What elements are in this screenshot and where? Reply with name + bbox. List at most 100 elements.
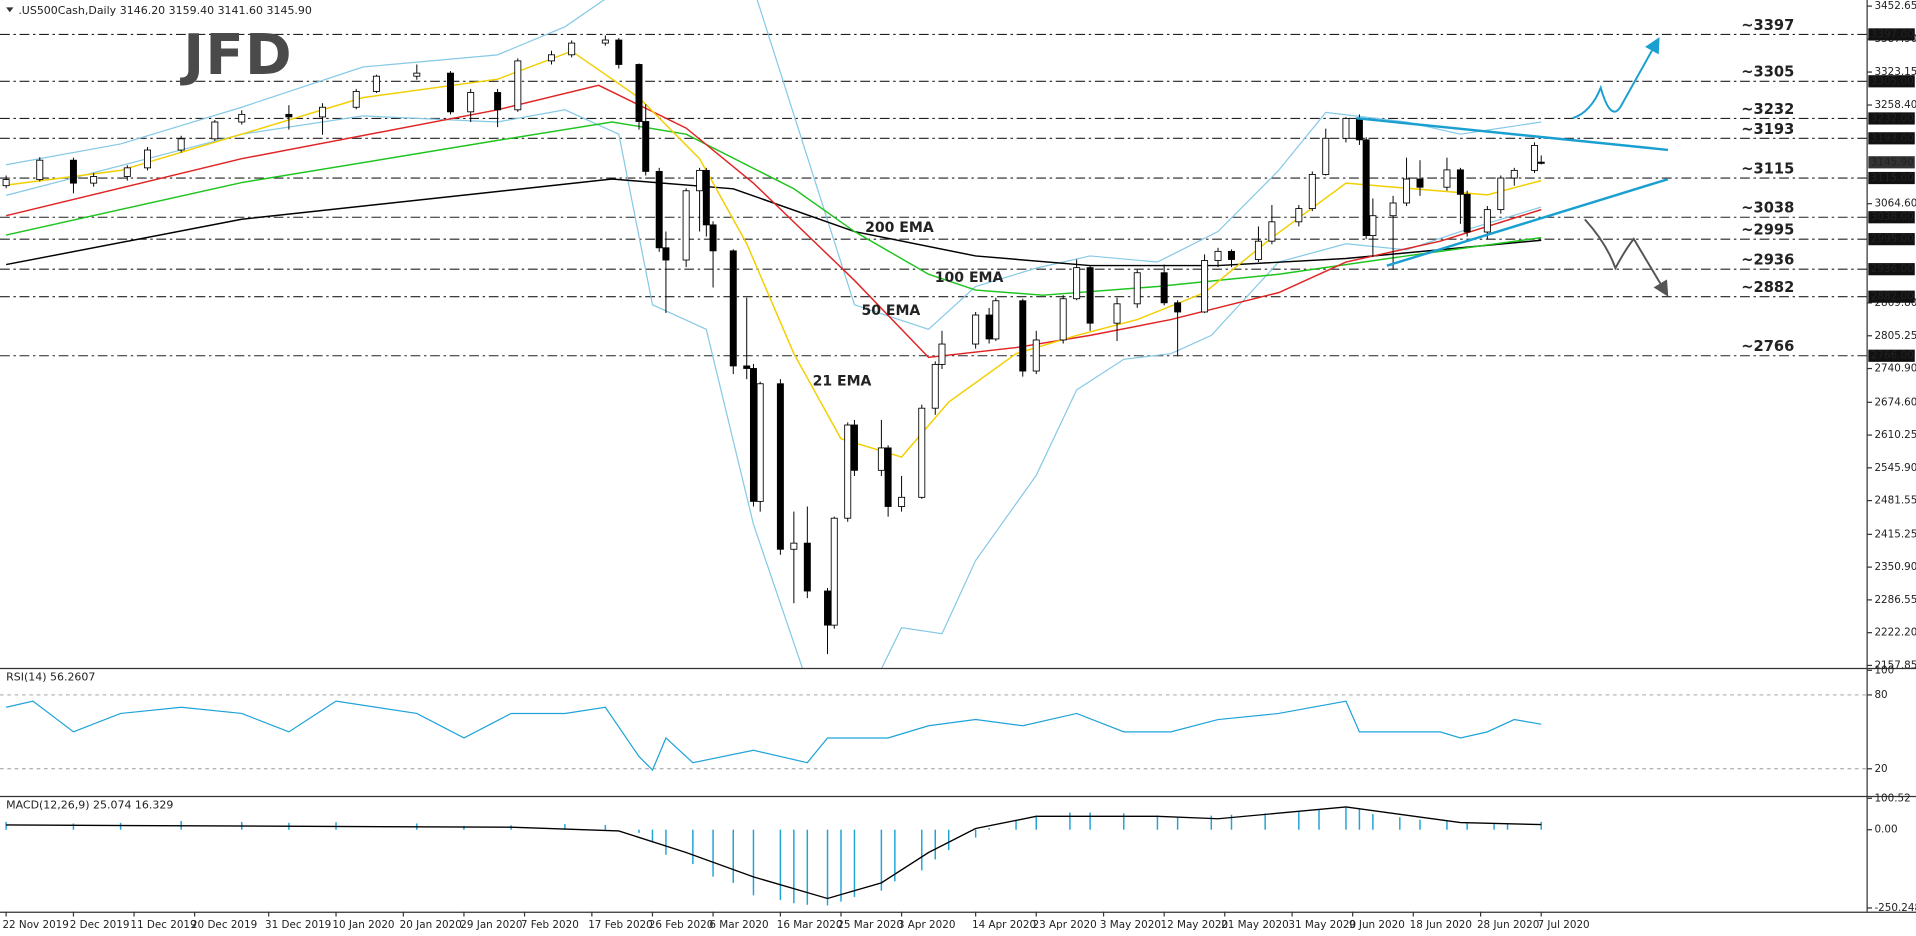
candle-body [494, 92, 502, 111]
macd-bar [793, 829, 795, 904]
macd-bar [1493, 824, 1495, 830]
level-label: 2882.00 [1871, 291, 1914, 303]
x-tick-label: 17 Feb 2020 [588, 919, 653, 931]
candle-body [1228, 250, 1235, 260]
macd-bar [1069, 812, 1071, 830]
candle-body [446, 72, 454, 113]
ema-line [5, 121, 1542, 296]
macd-bar [1176, 816, 1179, 830]
level-label: 3397.00 [1871, 28, 1914, 40]
candle-body [1416, 178, 1424, 188]
candle-body [662, 247, 670, 261]
y-tick-label: 3452.65 [1874, 0, 1916, 12]
y-tick-label: 2157.85 [1874, 659, 1916, 671]
y-tick-label: 3258.40 [1874, 99, 1916, 111]
candle-body [803, 542, 811, 592]
x-tick-label: 31 Dec 2019 [265, 919, 331, 931]
level-box [1868, 233, 1915, 246]
candle-body [1355, 118, 1363, 141]
candle-body [413, 72, 421, 77]
x-tick-label: 25 Mar 2020 [837, 919, 903, 931]
x-tick-label: 22 Nov 2019 [2, 919, 68, 931]
macd-bar [974, 829, 977, 838]
candle-body [938, 343, 946, 365]
candle-body [844, 424, 852, 519]
y-tick-label: 20 [1874, 763, 1887, 775]
macd-bar [72, 823, 75, 830]
candle-body [1059, 298, 1067, 341]
candle-body [729, 250, 737, 367]
level-label: 3193.00 [1871, 132, 1914, 144]
candle-body [211, 121, 219, 140]
y-tick-label: 3064.60 [1874, 198, 1916, 210]
level-box [1868, 211, 1915, 224]
macd-bar [692, 829, 694, 865]
macd-bar [1318, 809, 1320, 830]
y-tick-label: 2545.90 [1874, 462, 1916, 474]
candle-body [69, 159, 77, 184]
macd-bar [1372, 814, 1374, 830]
y-tick-label: 2415.25 [1874, 528, 1916, 540]
x-tick-label: 29 Jan 2020 [460, 919, 522, 931]
candle-body [568, 42, 576, 56]
macd-bar [840, 829, 842, 902]
candle-body [352, 91, 360, 108]
macd-bar [988, 828, 990, 830]
macd-bar [463, 825, 465, 830]
macd-panel [5, 806, 1542, 906]
x-tick-label: 20 Jan 2020 [400, 919, 462, 931]
candle-body [898, 496, 906, 507]
x-tick-label: 31 May 2020 [1288, 919, 1356, 931]
y-tick-label: 2481.55 [1874, 495, 1916, 507]
y-tick-label: 100 [1874, 664, 1894, 676]
macd-bar [806, 829, 809, 905]
level-annotation: ~2936 [1741, 252, 1794, 269]
macd-bar [732, 829, 734, 883]
bullish-arrow [1572, 37, 1660, 120]
candle-body [1537, 161, 1545, 164]
macd-bar [119, 822, 122, 830]
candle-body [696, 169, 704, 192]
candle-body [790, 542, 798, 550]
macd-bar [1123, 813, 1125, 830]
candle-body [931, 363, 939, 409]
candle-body [372, 75, 380, 92]
y-tick-label: 3323.15 [1874, 66, 1916, 78]
x-tick-label: 6 Mar 2020 [709, 919, 768, 931]
macd-bar [1015, 820, 1017, 830]
level-label: 2936.00 [1871, 263, 1914, 275]
level-box [1868, 28, 1915, 41]
candle-body [144, 149, 151, 169]
candle-body [90, 176, 98, 184]
macd-bar [651, 829, 654, 843]
macd-bar [1298, 811, 1300, 830]
candle-body [177, 138, 185, 151]
candle-body [2, 179, 10, 187]
x-tick-label: 7 Feb 2020 [521, 919, 579, 931]
macd-bar [1540, 821, 1542, 830]
x-tick-label: 20 Dec 2019 [191, 919, 257, 931]
y-tick-label: 80 [1874, 689, 1887, 701]
candle-body [36, 159, 44, 180]
macd-title: MACD(12,26,9) 25.074 16.329 [6, 799, 173, 812]
macd-bar [853, 829, 856, 897]
candle-body [1362, 139, 1370, 237]
level-annotation: ~3397 [1741, 17, 1794, 34]
candle-body [1463, 193, 1471, 233]
candle-body [709, 224, 717, 252]
x-tick-label: 10 Jan 2020 [332, 919, 394, 931]
candle-body [1201, 260, 1209, 313]
macd-bar [712, 829, 714, 877]
candle-body [1214, 250, 1222, 261]
candle-body [1456, 169, 1464, 195]
candle-body [123, 167, 131, 177]
macd-bar [1264, 813, 1266, 830]
logo: JFD [179, 23, 293, 88]
macd-bar [604, 825, 607, 830]
y-tick-label: -250.248 [1874, 902, 1916, 914]
x-tick-label: 2 Dec 2019 [70, 919, 130, 931]
level-annotation: ~2766 [1741, 338, 1794, 355]
drawings [6, 7, 1669, 297]
y-tick-label: 0.00 [1874, 824, 1897, 836]
